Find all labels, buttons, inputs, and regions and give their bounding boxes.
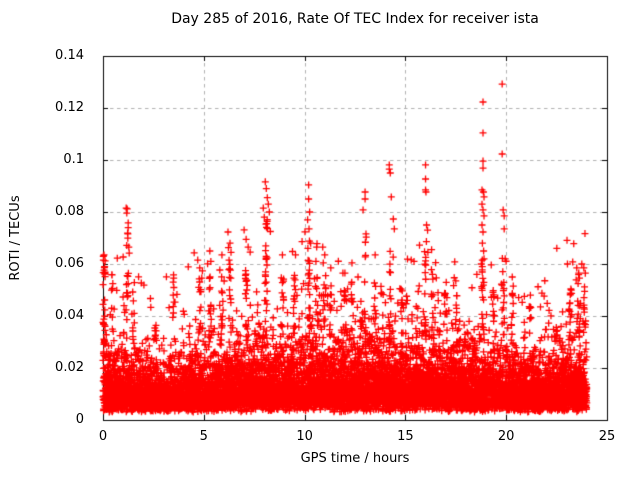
x-axis-label: GPS time / hours	[300, 451, 410, 466]
y-tick-label: 0.04	[55, 308, 84, 323]
x-tick-label: 15	[397, 429, 414, 444]
x-tick-label: 25	[598, 429, 616, 444]
x-tick-label: 20	[497, 429, 515, 444]
y-tick-label: 0.1	[63, 152, 84, 167]
y-tick-label: 0	[75, 412, 84, 427]
y-tick-label: 0.14	[55, 48, 84, 63]
chart-title: Day 285 of 2016, Rate Of TEC Index for r…	[171, 11, 539, 27]
x-tick-label: 5	[199, 429, 208, 444]
y-tick-label: 0.08	[55, 204, 84, 219]
x-tick-label: 10	[296, 429, 313, 444]
y-tick-label: 0.12	[55, 100, 84, 115]
x-tick-label: 0	[98, 429, 108, 444]
y-tick-label: 0.06	[55, 256, 84, 271]
y-axis-label: ROTI / TECUs	[8, 195, 23, 281]
y-tick-label: 0.02	[55, 360, 84, 375]
